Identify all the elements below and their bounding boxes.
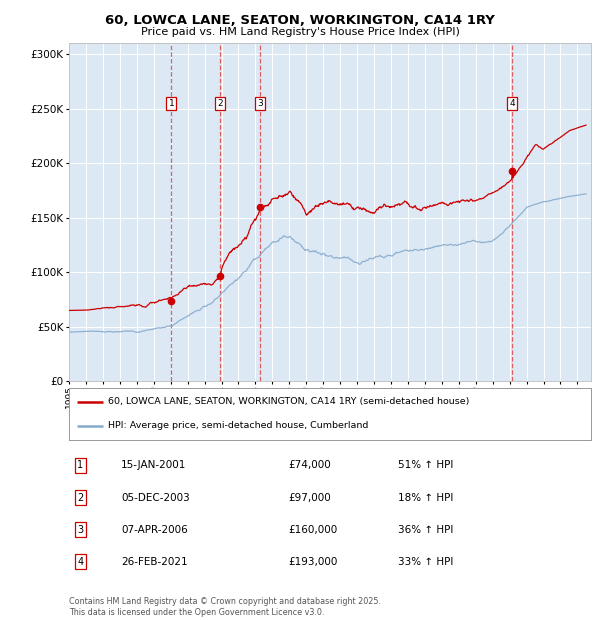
Text: 26-FEB-2021: 26-FEB-2021 [121,557,188,567]
Text: £160,000: £160,000 [288,525,337,534]
Text: 3: 3 [257,99,263,108]
Text: £97,000: £97,000 [288,492,331,503]
Text: 60, LOWCA LANE, SEATON, WORKINGTON, CA14 1RY: 60, LOWCA LANE, SEATON, WORKINGTON, CA14… [105,14,495,27]
Text: 4: 4 [509,99,515,108]
Text: Price paid vs. HM Land Registry's House Price Index (HPI): Price paid vs. HM Land Registry's House … [140,27,460,37]
Text: 05-DEC-2003: 05-DEC-2003 [121,492,190,503]
Text: 33% ↑ HPI: 33% ↑ HPI [398,557,453,567]
Text: 36% ↑ HPI: 36% ↑ HPI [398,525,453,534]
Text: 3: 3 [77,525,83,534]
Text: Contains HM Land Registry data © Crown copyright and database right 2025.
This d: Contains HM Land Registry data © Crown c… [69,598,381,617]
Text: HPI: Average price, semi-detached house, Cumberland: HPI: Average price, semi-detached house,… [108,422,368,430]
Text: 2: 2 [77,492,83,503]
Text: 1: 1 [169,99,174,108]
Text: 18% ↑ HPI: 18% ↑ HPI [398,492,453,503]
Text: 15-JAN-2001: 15-JAN-2001 [121,461,187,471]
Text: 2: 2 [217,99,223,108]
Text: £74,000: £74,000 [288,461,331,471]
Text: 1: 1 [77,461,83,471]
Text: 60, LOWCA LANE, SEATON, WORKINGTON, CA14 1RY (semi-detached house): 60, LOWCA LANE, SEATON, WORKINGTON, CA14… [108,397,470,406]
Text: 4: 4 [77,557,83,567]
Text: £193,000: £193,000 [288,557,338,567]
Text: 51% ↑ HPI: 51% ↑ HPI [398,461,453,471]
Text: 07-APR-2006: 07-APR-2006 [121,525,188,534]
